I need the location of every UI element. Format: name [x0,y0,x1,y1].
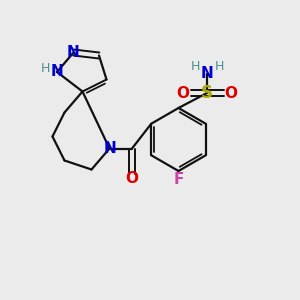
Text: N: N [201,66,213,81]
Text: H: H [41,62,50,76]
Text: N: N [104,141,117,156]
Text: S: S [201,84,213,102]
Text: O: O [176,85,190,100]
Text: O: O [125,171,139,186]
Text: N: N [67,45,80,60]
Text: O: O [224,85,238,100]
Text: F: F [173,172,184,188]
Text: H: H [190,60,200,74]
Text: N: N [51,64,63,80]
Text: H: H [214,60,224,74]
